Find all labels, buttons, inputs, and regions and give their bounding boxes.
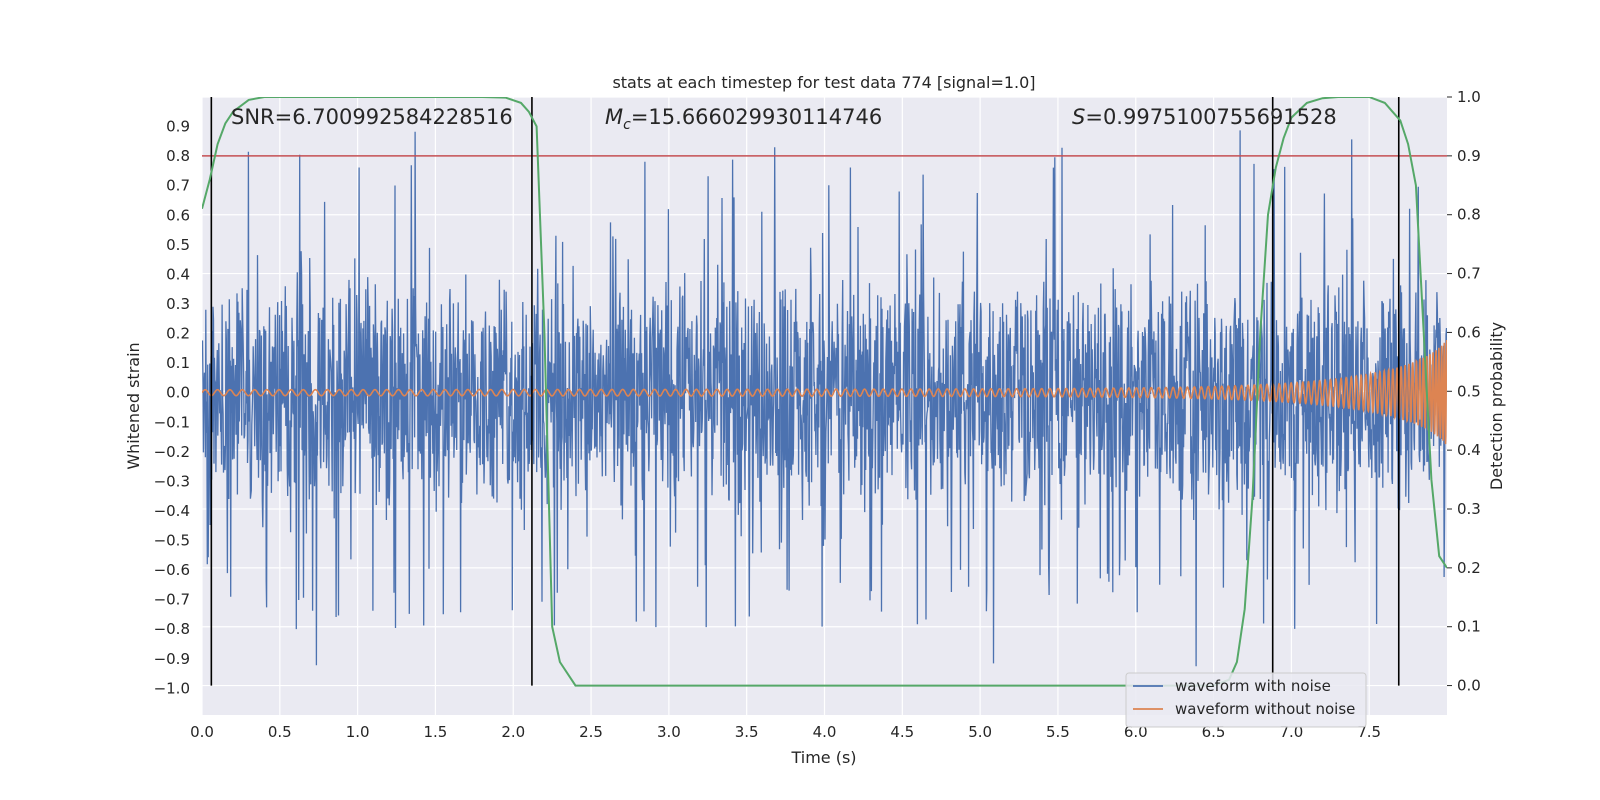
- y2-tick-label: 0.1: [1457, 618, 1481, 636]
- x-tick-label: 3.0: [657, 723, 681, 741]
- x-tick-label: 0.5: [268, 723, 292, 741]
- noise-trace: [202, 130, 1447, 667]
- y-axis-label: Whitened strain: [124, 342, 143, 469]
- mc-annotation: Mc=15.666029930114746: [605, 105, 882, 133]
- y-tick-label: −0.1: [154, 413, 190, 431]
- legend: waveform with noise waveform without noi…: [1125, 672, 1367, 728]
- y2-tick-label: 0.5: [1457, 382, 1481, 400]
- legend-label-clean: waveform without noise: [1175, 700, 1355, 718]
- x-tick-label: 2.5: [579, 723, 603, 741]
- y-tick-label: −1.0: [154, 679, 190, 697]
- y-tick-label: −0.4: [154, 502, 190, 520]
- y-tick-label: 0.1: [166, 354, 190, 372]
- s-symbol: S: [1072, 105, 1085, 129]
- y-tick-label: 0.8: [166, 147, 190, 165]
- y2-tick-label: 0.4: [1457, 441, 1481, 459]
- x-tick-label: 7.5: [1357, 723, 1381, 741]
- x-axis-label: Time (s): [790, 748, 856, 767]
- legend-box: [1125, 672, 1367, 728]
- snr-annotation: SNR=6.700992584228516: [231, 105, 513, 129]
- x-tick-label: 2.0: [501, 723, 525, 741]
- x-tick-label: 0.0: [190, 723, 214, 741]
- y2-tick-label: 0.8: [1457, 206, 1481, 224]
- mc-subscript: c: [623, 117, 631, 133]
- y-axis-ticks: 0.9 0.8 0.7 0.6 0.5 0.4 0.3 0.2 0.1 0.0 −0.1 −0.2 −0…: [154, 118, 190, 698]
- x-tick-label: 5.0: [968, 723, 992, 741]
- y-tick-label: 0.9: [166, 118, 190, 136]
- series-waveform-without-noise: [202, 339, 1447, 445]
- y-tick-label: −0.7: [154, 591, 190, 609]
- x-tick-label: 4.5: [890, 723, 914, 741]
- mc-value: =15.666029930114746: [631, 105, 882, 129]
- y-tick-label: −0.5: [154, 532, 190, 550]
- y2-tick-label: 0.2: [1457, 559, 1481, 577]
- x-tick-label: 1.0: [346, 723, 370, 741]
- y-tick-label: 0.4: [166, 265, 190, 283]
- x-tick-label: 1.5: [424, 723, 448, 741]
- y-tick-label: −0.9: [154, 650, 190, 668]
- y2-axis-ticks: 1.0 0.9 0.8 0.7 0.6 0.5 0.4 0.3 0.2 0.1 0.0: [1447, 88, 1481, 695]
- y-tick-label: −0.8: [154, 620, 190, 638]
- y-tick-label: 0.7: [166, 177, 190, 195]
- y-tick-label: 0.3: [166, 295, 190, 313]
- chart-title: stats at each timestep for test data 774…: [612, 73, 1035, 92]
- legend-label-noise: waveform with noise: [1175, 677, 1331, 695]
- y-tick-label: −0.6: [154, 561, 190, 579]
- x-tick-label: 3.5: [735, 723, 759, 741]
- y2-axis-label: Detection probability: [1487, 322, 1506, 490]
- y-tick-label: 0.6: [166, 206, 190, 224]
- s-annotation: S=0.9975100755691528: [1072, 105, 1337, 129]
- series-waveform-with-noise: [202, 130, 1447, 667]
- mc-symbol: M: [605, 105, 623, 129]
- y2-tick-label: 0.3: [1457, 500, 1481, 518]
- s-value: =0.9975100755691528: [1085, 105, 1336, 129]
- x-tick-label: 5.5: [1046, 723, 1070, 741]
- y2-tick-label: 0.0: [1457, 677, 1481, 695]
- y-tick-label: −0.3: [154, 472, 190, 490]
- y2-tick-label: 0.9: [1457, 147, 1481, 165]
- y-tick-label: 0.2: [166, 325, 190, 343]
- y-tick-label: 0.0: [166, 384, 190, 402]
- x-tick-label: 4.0: [813, 723, 837, 741]
- y2-tick-label: 0.6: [1457, 323, 1481, 341]
- y-tick-label: −0.2: [154, 443, 190, 461]
- y-tick-label: 0.5: [166, 236, 190, 254]
- y2-tick-label: 0.7: [1457, 265, 1481, 283]
- y2-tick-label: 1.0: [1457, 88, 1481, 106]
- window-markers: [210, 97, 1400, 686]
